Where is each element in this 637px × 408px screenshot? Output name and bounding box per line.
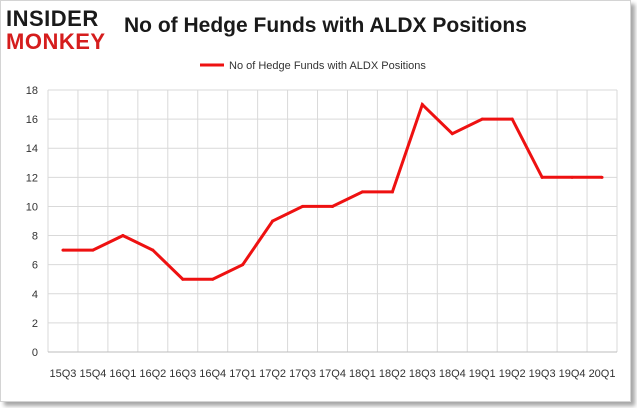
y-tick-label-2: 2 <box>32 318 38 330</box>
x-tick-label-16Q1: 16Q1 <box>109 368 136 380</box>
data-point-16Q4 <box>211 277 215 281</box>
logo-line-1: INSIDER <box>6 6 99 31</box>
insider-monkey-logo: INSIDER MONKEY <box>6 8 116 54</box>
x-tick-label-19Q2: 19Q2 <box>499 368 526 380</box>
y-tick-label-0: 0 <box>32 347 38 359</box>
chart-frame <box>0 0 631 402</box>
data-point-18Q4 <box>450 132 454 136</box>
data-point-18Q1 <box>360 190 364 194</box>
data-point-16Q1 <box>121 234 125 238</box>
data-point-15Q4 <box>91 248 95 252</box>
y-tick-label-12: 12 <box>26 172 38 184</box>
x-tick-label-18Q3: 18Q3 <box>409 368 436 380</box>
x-tick-label-16Q4: 16Q4 <box>199 368 226 380</box>
data-point-19Q4 <box>570 175 574 179</box>
data-point-18Q3 <box>420 103 424 107</box>
y-tick-label-14: 14 <box>26 143 38 155</box>
data-point-17Q2 <box>271 219 275 223</box>
x-tick-label-19Q4: 19Q4 <box>559 368 586 380</box>
data-point-15Q3 <box>61 248 65 252</box>
x-tick-label-16Q2: 16Q2 <box>139 368 166 380</box>
data-point-19Q1 <box>480 117 484 121</box>
y-tick-label-4: 4 <box>32 289 38 301</box>
y-tick-label-16: 16 <box>26 114 38 126</box>
y-tick-label-10: 10 <box>26 201 38 213</box>
x-tick-label-17Q4: 17Q4 <box>319 368 346 380</box>
data-point-17Q1 <box>241 263 245 267</box>
data-point-16Q3 <box>181 277 185 281</box>
logo-line-2: MONKEY <box>6 29 106 54</box>
y-tick-label-6: 6 <box>32 260 38 272</box>
x-tick-label-15Q3: 15Q3 <box>50 368 77 380</box>
data-point-19Q3 <box>540 175 544 179</box>
legend-label: No of Hedge Funds with ALDX Positions <box>229 60 426 72</box>
series-line-0 <box>63 101 602 281</box>
x-tick-label-17Q2: 17Q2 <box>259 368 286 380</box>
x-tick-label-15Q4: 15Q4 <box>79 368 106 380</box>
data-point-17Q4 <box>331 204 334 208</box>
x-tick-label-16Q3: 16Q3 <box>169 368 196 380</box>
data-point-18Q2 <box>390 190 394 194</box>
x-tick-label-17Q1: 17Q1 <box>229 368 256 380</box>
x-tick-label-18Q4: 18Q4 <box>439 368 466 380</box>
x-tick-label-18Q2: 18Q2 <box>379 368 406 380</box>
y-tick-label-18: 18 <box>26 85 38 97</box>
x-tick-label-19Q3: 19Q3 <box>529 368 556 380</box>
y-tick-label-8: 8 <box>32 231 38 243</box>
data-point-16Q2 <box>151 248 155 252</box>
chart-title: No of Hedge Funds with ALDX Positions <box>124 14 527 37</box>
x-tick-label-20Q1: 20Q1 <box>589 368 616 380</box>
data-point-19Q2 <box>510 117 514 121</box>
x-tick-label-19Q1: 19Q1 <box>469 368 496 380</box>
x-tick-label-18Q1: 18Q1 <box>349 368 376 380</box>
data-point-17Q3 <box>301 204 305 208</box>
x-tick-label-17Q3: 17Q3 <box>289 368 316 380</box>
data-point-20Q1 <box>600 175 604 179</box>
